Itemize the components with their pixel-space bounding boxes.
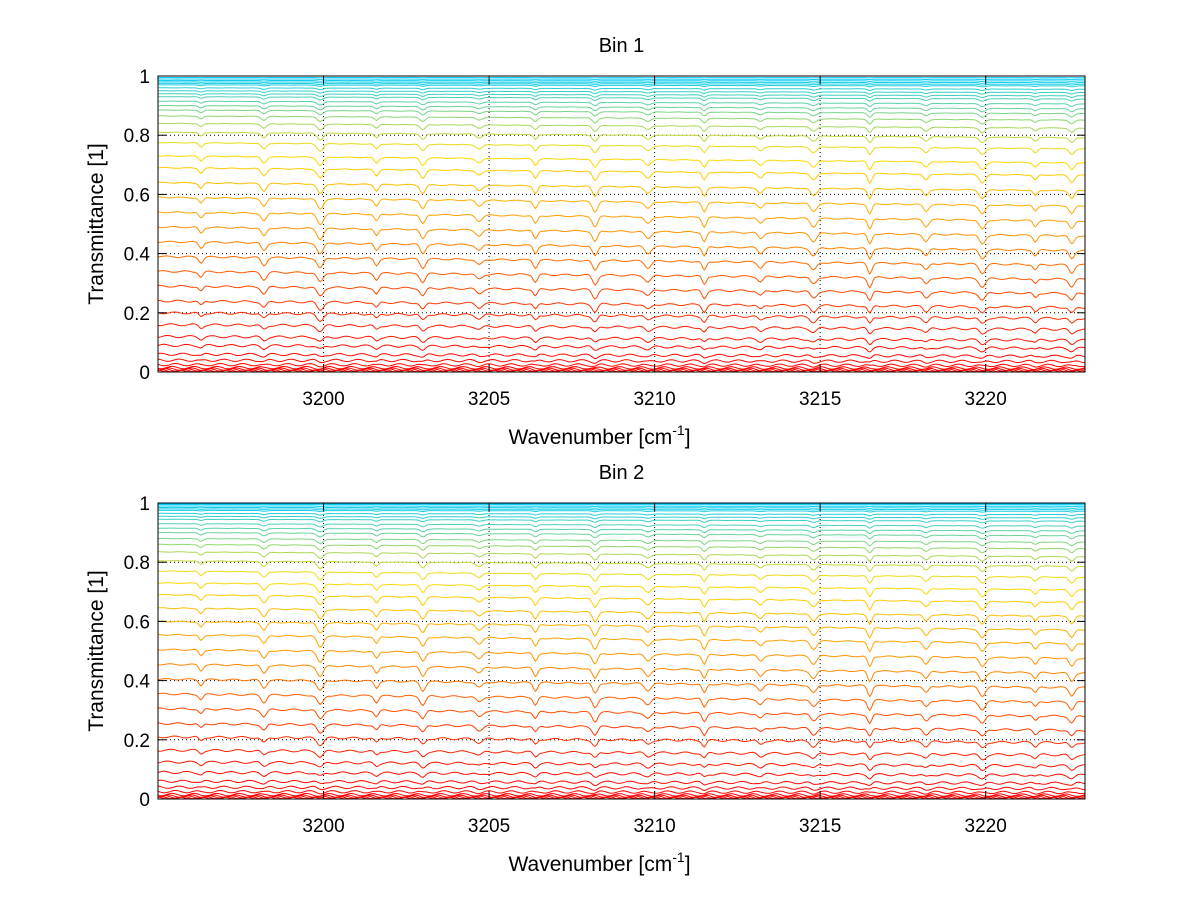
y-tick-label: 0.4: [124, 672, 151, 693]
x-axis-label-sup: -1: [672, 849, 685, 865]
plot-area: [158, 76, 1085, 372]
x-axis-label-end: ]: [685, 426, 691, 449]
y-tick-label: 1: [139, 494, 150, 515]
chart-bin-2: 3200 3205 3210 3215 3220 0 0.2 0.4 0.6 0.8 1 Bin 2 W…: [85, 462, 1085, 876]
chart-title: Bin 1: [599, 35, 645, 57]
x-tick-label: 3200: [302, 816, 344, 837]
x-axis-label-sup: -1: [672, 422, 685, 438]
x-axis-label-main: Wavenumber [cm: [508, 853, 672, 876]
y-tick-label: 0: [139, 363, 150, 384]
y-tick-label: 0.2: [124, 304, 150, 325]
chart-title: Bin 2: [599, 462, 645, 484]
chart-bin-1: 3200 3205 3210 3215 3220 0 0.2 0.4 0.6 0.8 1 Bin 1 W…: [85, 35, 1085, 449]
y-axis-label: Transmittance [1]: [85, 570, 108, 731]
x-tick-label: 3220: [965, 389, 1007, 410]
x-axis-label-main: Wavenumber [cm: [508, 426, 672, 449]
x-tick-label: 3205: [468, 816, 510, 837]
x-axis-label: Wavenumber [cm-1]: [508, 422, 690, 449]
x-tick-label: 3220: [965, 816, 1007, 837]
x-axis-label: Wavenumber [cm-1]: [508, 849, 690, 876]
y-axis-label: Transmittance [1]: [85, 143, 108, 304]
y-tick-label: 0.6: [124, 185, 150, 206]
x-tick-label: 3215: [799, 389, 841, 410]
x-tick-label: 3210: [633, 816, 675, 837]
x-tick-label: 3205: [468, 389, 510, 410]
y-tick-label: 0.6: [124, 612, 150, 633]
x-tick-label: 3215: [799, 816, 841, 837]
y-tick-label: 0.4: [124, 245, 151, 266]
x-axis-label-end: ]: [685, 853, 691, 876]
y-tick-label: 0.2: [124, 731, 150, 752]
x-tick-label: 3210: [633, 389, 675, 410]
x-tick-label: 3200: [302, 389, 344, 410]
y-tick-label: 1: [139, 67, 150, 88]
y-tick-label: 0.8: [124, 553, 150, 574]
series-line: [158, 79, 1085, 80]
y-tick-label: 0.8: [124, 126, 150, 147]
y-tick-label: 0: [139, 790, 150, 811]
